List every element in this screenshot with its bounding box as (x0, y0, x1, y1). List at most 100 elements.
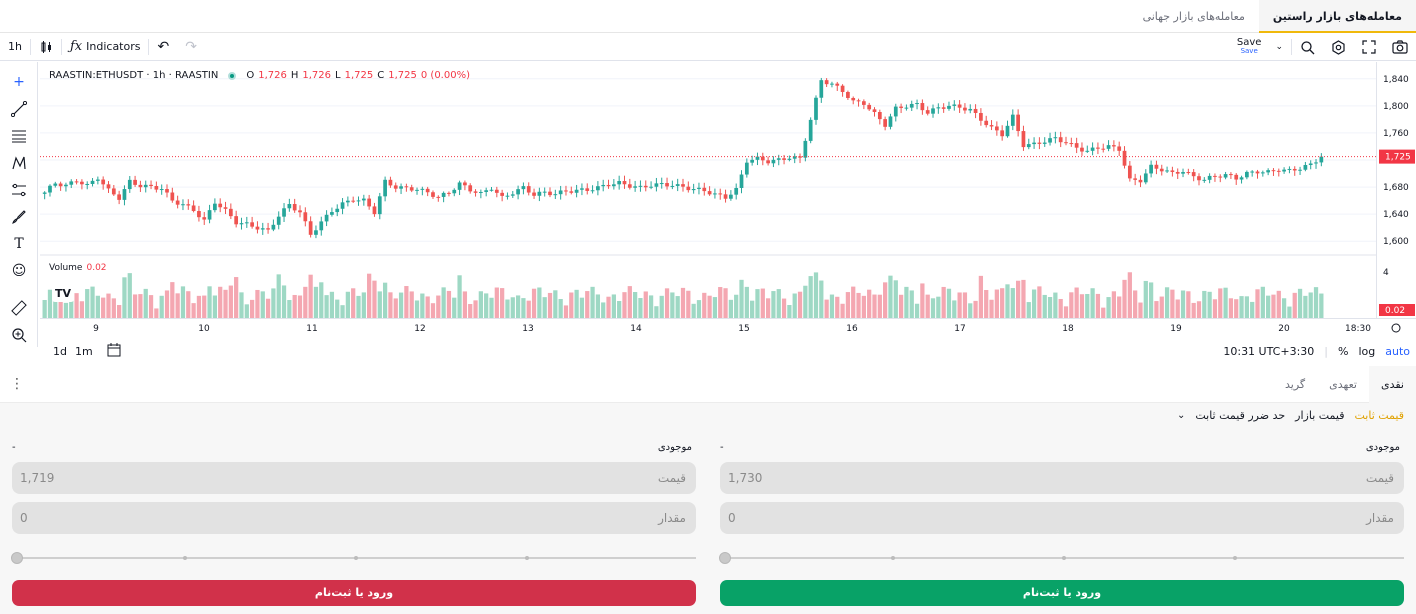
candle-body (516, 189, 520, 195)
candle-body (271, 224, 276, 230)
volume-bar (1005, 284, 1010, 318)
candle-body (952, 104, 957, 106)
timezone-clock[interactable]: 10:31 UTC+3:30 (1223, 344, 1315, 358)
candle-body (197, 211, 201, 218)
sell-price-field[interactable]: 1,719 قیمت (12, 462, 696, 494)
tradingview-logo[interactable]: TV (52, 286, 74, 302)
crosshair-tool[interactable]: + (9, 72, 29, 92)
candle-body (590, 190, 595, 192)
zoom-in-icon (12, 328, 27, 343)
volume-bar (1180, 290, 1186, 318)
auto-toggle[interactable]: auto (1385, 344, 1410, 358)
chart-type-button[interactable] (31, 33, 61, 61)
tab-grid[interactable]: گرید (1285, 378, 1306, 391)
candle-body (106, 184, 111, 189)
candle-body (170, 192, 175, 201)
emoji-tool[interactable]: ☺ (9, 261, 29, 281)
candle-body (1159, 168, 1164, 172)
slider-handle[interactable] (11, 552, 23, 564)
zoom-tool[interactable] (9, 325, 29, 345)
order-type-market[interactable]: قیمت بازار (1295, 409, 1345, 422)
candle-body (58, 183, 63, 187)
order-type-limit[interactable]: قیمت ثابت (1354, 409, 1404, 422)
volume-bar (569, 292, 574, 318)
chevron-down-icon[interactable]: ⌄ (1176, 410, 1186, 421)
sell-percent-slider[interactable] (11, 548, 696, 568)
tab-raastin-market[interactable]: معامله‌های بازار راستین (1258, 0, 1416, 33)
settings-button[interactable] (1323, 33, 1354, 61)
undo-icon: ↶ (157, 38, 170, 55)
time-axis[interactable]: 9 10 11 12 13 14 15 16 17 18 19 20 18:30 (40, 318, 1416, 336)
price-axis[interactable]: 1,600 1,640 1,680 1,760 1,800 1,840 1,725 4 0.02 (1376, 62, 1416, 318)
undo-button[interactable]: ↶ (149, 33, 177, 61)
candle-body (1096, 147, 1100, 149)
interval-button[interactable]: 1h (8, 40, 22, 53)
tab-spot[interactable]: نقدی (1368, 366, 1416, 403)
forecast-tool[interactable] (9, 180, 29, 200)
volume-bar (446, 290, 452, 318)
slider-tick (891, 556, 895, 560)
slider-handle[interactable] (719, 552, 731, 564)
percent-toggle[interactable]: % (1338, 344, 1349, 358)
measure-tool[interactable] (9, 298, 29, 318)
volume-bar (930, 298, 936, 318)
volume-bar (638, 298, 643, 318)
buy-percent-slider[interactable] (719, 548, 1404, 568)
candle-body (1170, 170, 1175, 172)
volume-bar (414, 300, 420, 318)
goto-date-button[interactable] (107, 342, 122, 360)
candle-body (750, 159, 755, 163)
volume-bar (617, 300, 622, 318)
fib-tool[interactable] (9, 126, 29, 146)
price-chart[interactable] (40, 62, 1376, 318)
candle-body (617, 181, 622, 185)
volume-bar (893, 280, 898, 318)
buy-login-button[interactable]: ورود یا ثبت‌نام (720, 580, 1404, 606)
candle-body (856, 100, 861, 102)
tab-margin[interactable]: تعهدی (1329, 378, 1357, 391)
sell-login-button[interactable]: ورود یا ثبت‌نام (12, 580, 696, 606)
candle-body (1234, 174, 1239, 180)
price-tick-label: 1,600 (1383, 237, 1409, 247)
candle-body (1181, 172, 1185, 174)
buy-price-field[interactable]: 1,730 قیمت (720, 462, 1404, 494)
save-button[interactable]: Save Save (1231, 38, 1268, 56)
volume-bar (228, 285, 233, 318)
redo-button[interactable]: ↷ (177, 33, 205, 61)
slider-tick (525, 556, 529, 560)
log-toggle[interactable]: log (1358, 344, 1376, 358)
volume-bar (702, 292, 707, 318)
text-tool[interactable]: T (9, 234, 29, 254)
candle-body (596, 186, 600, 191)
sell-amount-field[interactable]: 0 مقدار (12, 502, 696, 534)
save-dropdown[interactable]: ⌄ (1267, 33, 1291, 61)
range-1m-button[interactable]: 1m (74, 344, 93, 358)
quick-search-button[interactable] (1292, 33, 1323, 61)
candle-body (1298, 169, 1302, 171)
volume-bar (1111, 291, 1117, 318)
volume-bar (249, 299, 255, 318)
screenshot-button[interactable] (1384, 33, 1416, 61)
volume-bar (1138, 302, 1143, 318)
symbol-name[interactable]: RAASTIN:ETHUSDT · 1h · RAASTIN (49, 70, 219, 81)
brush-tool[interactable] (9, 207, 29, 227)
volume-bar (159, 295, 164, 318)
candle-body (681, 184, 685, 187)
candle-body (1042, 142, 1047, 144)
more-options-button[interactable]: ⋮ (10, 376, 24, 392)
order-type-stop-limit[interactable]: حد ضرر قیمت ثابت (1195, 409, 1286, 422)
buy-amount-field[interactable]: 0 مقدار (720, 502, 1404, 534)
candle-body (154, 186, 159, 190)
indicators-button[interactable]: ƒx Indicators (62, 33, 149, 61)
volume-bar (1000, 288, 1005, 318)
trend-line-tool[interactable] (9, 99, 29, 119)
volume-bar (973, 300, 978, 318)
volume-bar (888, 275, 893, 318)
range-1d-button[interactable]: 1d (53, 344, 67, 358)
divider (148, 38, 150, 55)
volume-bar (1281, 298, 1287, 318)
fullscreen-button[interactable] (1354, 33, 1384, 61)
tab-global-market[interactable]: معامله‌های بازار جهانی (1142, 10, 1245, 23)
pattern-tool[interactable] (9, 153, 29, 173)
